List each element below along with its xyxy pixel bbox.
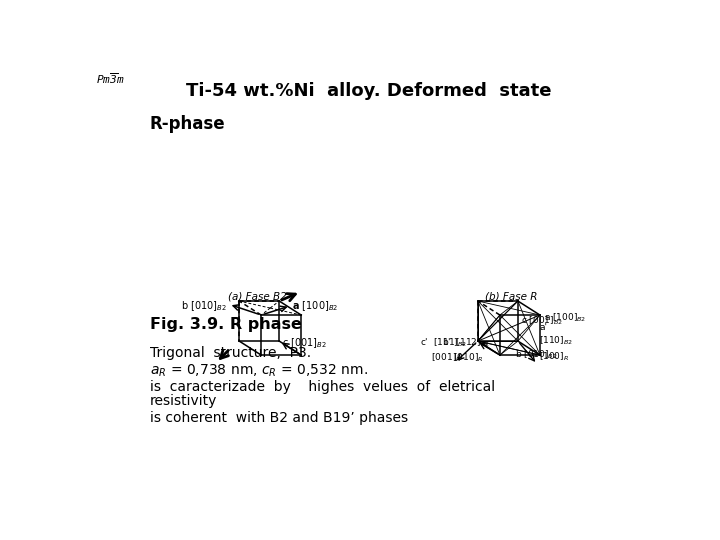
Text: c $[001]_{B2}$: c $[001]_{B2}$	[282, 336, 327, 349]
Text: is  caracterizade  by    highes  velues  of  eletrical: is caracterizade by highes velues of ele…	[150, 380, 495, 394]
Text: Fig. 3.9. R phase: Fig. 3.9. R phase	[150, 318, 302, 332]
Text: R-phase: R-phase	[150, 115, 225, 133]
Text: a $[100]_{B2}$: a $[100]_{B2}$	[544, 311, 586, 323]
Text: is coherent  with B2 and B19’ phases: is coherent with B2 and B19’ phases	[150, 411, 408, 426]
Text: Trigonal  structure,  P3.: Trigonal structure, P3.	[150, 346, 310, 360]
Text: b'  $[112]_{B2}$
    $[010]_R$: b' $[112]_{B2}$ $[010]_R$	[442, 336, 490, 365]
Text: (a) Fase B2: (a) Fase B2	[228, 292, 287, 302]
Text: b $[010]_{B2}$: b $[010]_{B2}$	[515, 349, 557, 361]
Text: a $[100]_{B2}$: a $[100]_{B2}$	[292, 300, 338, 314]
Text: b $[010]_{B2}$: b $[010]_{B2}$	[181, 300, 228, 313]
Text: $a_R$ = 0,738 nm, $c_R$ = 0,532 nm.: $a_R$ = 0,738 nm, $c_R$ = 0,532 nm.	[150, 363, 367, 379]
Text: (b) Fase R: (b) Fase R	[485, 292, 538, 302]
Text: a'
$[110]_{B2}$
$[100]_R$: a' $[110]_{B2}$ $[100]_R$	[539, 323, 574, 363]
Text: Ti-54 wt.%Ni  alloy. Deformed  state: Ti-54 wt.%Ni alloy. Deformed state	[186, 82, 552, 100]
Text: Pm$\mathregular{\overline{3}}$m: Pm$\mathregular{\overline{3}}$m	[96, 71, 125, 86]
Text: c'  $[111]_{B2}$
    $[001]_R$: c' $[111]_{B2}$ $[001]_R$	[420, 336, 467, 364]
Text: resistivity: resistivity	[150, 394, 217, 408]
Text: c $[001]_{B2}$: c $[001]_{B2}$	[521, 315, 563, 327]
